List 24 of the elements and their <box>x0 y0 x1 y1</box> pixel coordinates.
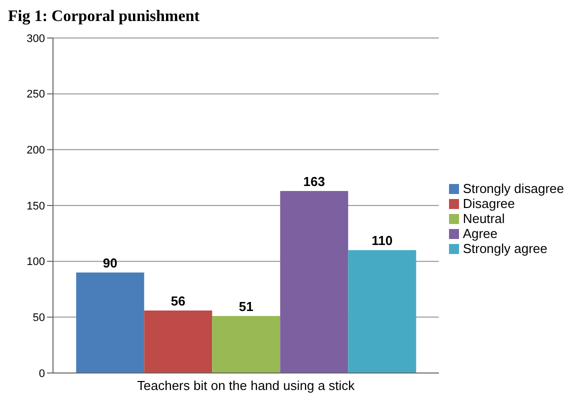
data-label: 110 <box>372 233 393 248</box>
data-label: 51 <box>238 299 254 314</box>
bar <box>280 190 348 373</box>
legend-label: Agree <box>462 226 498 240</box>
data-label: 90 <box>102 256 118 270</box>
bar <box>76 272 144 373</box>
legend-label: Strongly agree <box>462 240 548 256</box>
data-label: 163 <box>303 174 325 189</box>
y-tick-label: 250 <box>26 88 45 101</box>
bar <box>348 250 416 373</box>
data-label: 56 <box>170 293 186 308</box>
y-tick-label: 300 <box>26 32 45 45</box>
y-tick-label: 100 <box>26 256 45 268</box>
chart-title: Fig 1: Corporal punishment <box>8 8 201 27</box>
y-tick-label: 0 <box>38 368 45 380</box>
y-tick-label: 200 <box>26 144 45 157</box>
legend-label: Disagree <box>462 196 515 210</box>
y-tick-label: 50 <box>32 312 45 324</box>
bar <box>144 310 212 373</box>
x-tick-label: Teachers bit on the hand using a stick <box>137 378 356 394</box>
bar <box>212 316 280 373</box>
y-tick-label: 150 <box>26 200 45 212</box>
legend-label: Neutral <box>462 210 505 226</box>
legend-label: Strongly disagree <box>462 180 564 196</box>
